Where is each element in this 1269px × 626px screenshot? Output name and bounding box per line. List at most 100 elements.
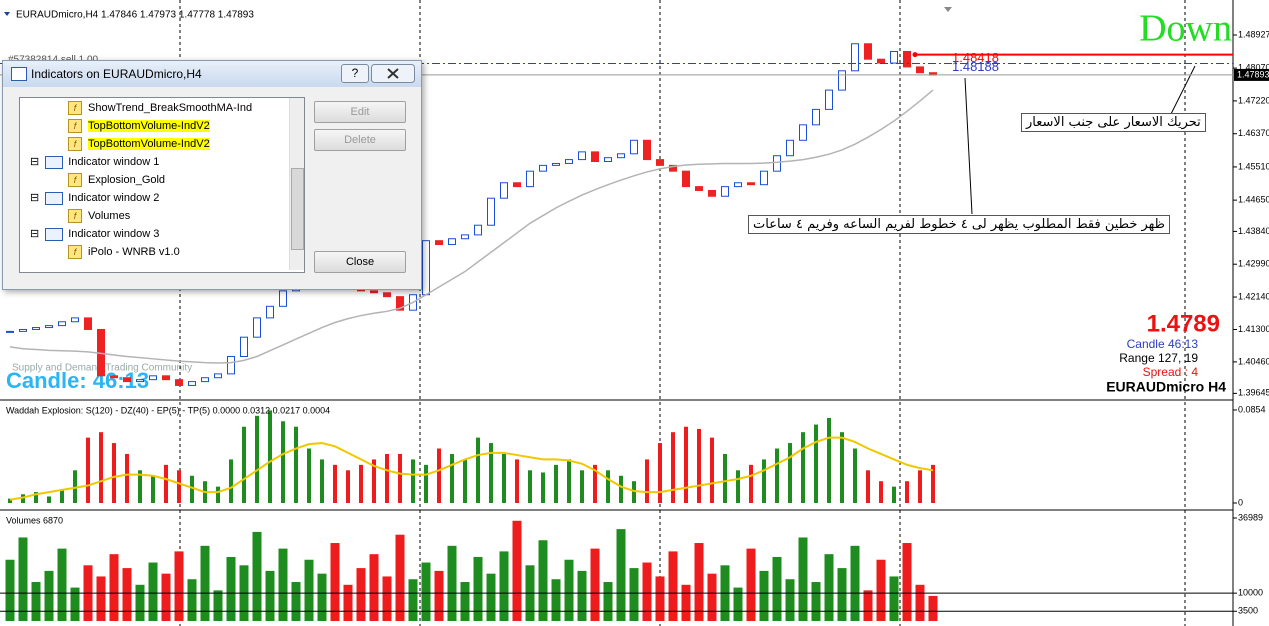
y-tick-label: 1.48070 [1238,62,1269,72]
histogram-bar [265,570,275,621]
histogram-bar [902,543,912,621]
histogram-bar [174,551,184,621]
histogram-bar [213,590,223,621]
histogram-bar [304,559,314,621]
symbol-info: EURAUDmicro H4 [1106,379,1226,395]
level-anchor [912,52,918,58]
candle [214,373,222,379]
tree-item[interactable]: f ShowTrend_BreakSmoothMA-Ind [68,100,252,116]
histogram-bar [749,464,753,503]
histogram-bar [655,576,665,621]
histogram-bar [447,545,457,621]
candle-timer: Candle 46:13 [1127,337,1199,351]
histogram-bar [125,453,129,503]
dialog-titlebar: Indicators on EURAUDmicro,H4 ? [3,61,421,87]
histogram-bar [47,496,51,503]
candle [45,325,53,329]
histogram-bar [824,554,834,621]
candle [71,317,79,323]
tree-item[interactable]: f TopBottomVolume-IndV2 [68,118,210,134]
edit-button[interactable]: Edit [314,101,406,123]
candle [500,182,508,199]
annotation-pointer [964,77,973,215]
histogram-bar [278,548,288,621]
histogram-bar [177,470,181,503]
histogram-bar [216,486,220,503]
close-x-button[interactable] [371,64,415,83]
candle [19,328,27,332]
tree-item[interactable]: f Explosion_Gold [68,172,165,188]
histogram-bar [603,582,613,621]
candle [812,108,820,126]
histogram-bar [109,554,119,621]
indicators-dialog: Indicators on EURAUDmicro,H4 ? f ShowTren… [2,60,422,290]
candle [110,375,118,379]
y-tick-label: 1.43840 [1238,226,1269,236]
close-button[interactable]: Close [314,251,406,273]
histogram-bar [619,475,623,503]
histogram-bar [424,464,428,503]
collapse-arrow [4,12,10,16]
histogram-bar [567,459,571,503]
tree-item[interactable]: ⊟ Indicator window 2 [30,191,160,205]
candle [617,153,625,159]
candle [630,139,638,155]
candle [227,355,235,375]
candle [370,290,378,294]
histogram-bar [70,587,80,621]
histogram-bar [554,464,558,503]
histogram-bar [434,570,444,621]
histogram-bar [148,562,158,621]
scrollbar[interactable] [289,98,304,270]
candle [32,327,40,330]
signal-label: Down [1139,8,1232,50]
histogram-bar [122,568,132,621]
tree-item[interactable]: f iPolo - WNRB v1.0 [68,244,180,260]
histogram-bar [694,543,704,621]
tree-item[interactable]: f Volumes [68,208,130,224]
histogram-bar [395,534,405,621]
histogram-bar [99,432,103,503]
candle [903,50,911,68]
help-button[interactable]: ? [341,64,369,83]
histogram-bar [437,448,441,503]
histogram-bar [333,464,337,503]
histogram-bar [538,540,548,621]
histogram-bar [710,437,714,503]
candle [123,377,131,383]
histogram-bar [294,426,298,503]
candle [149,375,157,381]
histogram-bar [343,584,353,621]
y-tick-label: 0 [1238,497,1243,507]
histogram-bar [762,459,766,503]
histogram-bar [372,459,376,503]
tree-item[interactable]: ⊟ Indicator window 1 [30,155,160,169]
histogram-bar [853,448,857,503]
histogram-bar [863,590,873,621]
histogram-bar [580,470,584,503]
histogram-bar [382,576,392,621]
histogram-bar [866,470,870,503]
candle [201,377,209,383]
tree-item[interactable]: ⊟ Indicator window 3 [30,227,160,241]
tree-item[interactable]: f TopBottomVolume-IndV2 [68,136,210,152]
annotation-note: ظهر خطين فقط المطلوب يظهر لى ٤ خطوط لفري… [748,215,1171,234]
histogram-bar [135,584,145,621]
histogram-bar [200,545,210,621]
histogram-bar [723,453,727,503]
candle [422,240,430,296]
histogram-bar [707,573,717,621]
histogram-bar [827,418,831,503]
candle [864,43,872,60]
histogram-bar [759,570,769,621]
annotation-pointer [1169,65,1196,117]
candle [838,70,846,91]
histogram-bar [785,579,795,621]
delete-button[interactable]: Delete [314,129,406,151]
histogram-bar [356,568,366,621]
y-tick-label: 1.45510 [1238,161,1269,171]
histogram-bar [463,459,467,503]
histogram-bar [242,426,246,503]
dialog-title: Indicators on EURAUDmicro,H4 [31,67,202,81]
